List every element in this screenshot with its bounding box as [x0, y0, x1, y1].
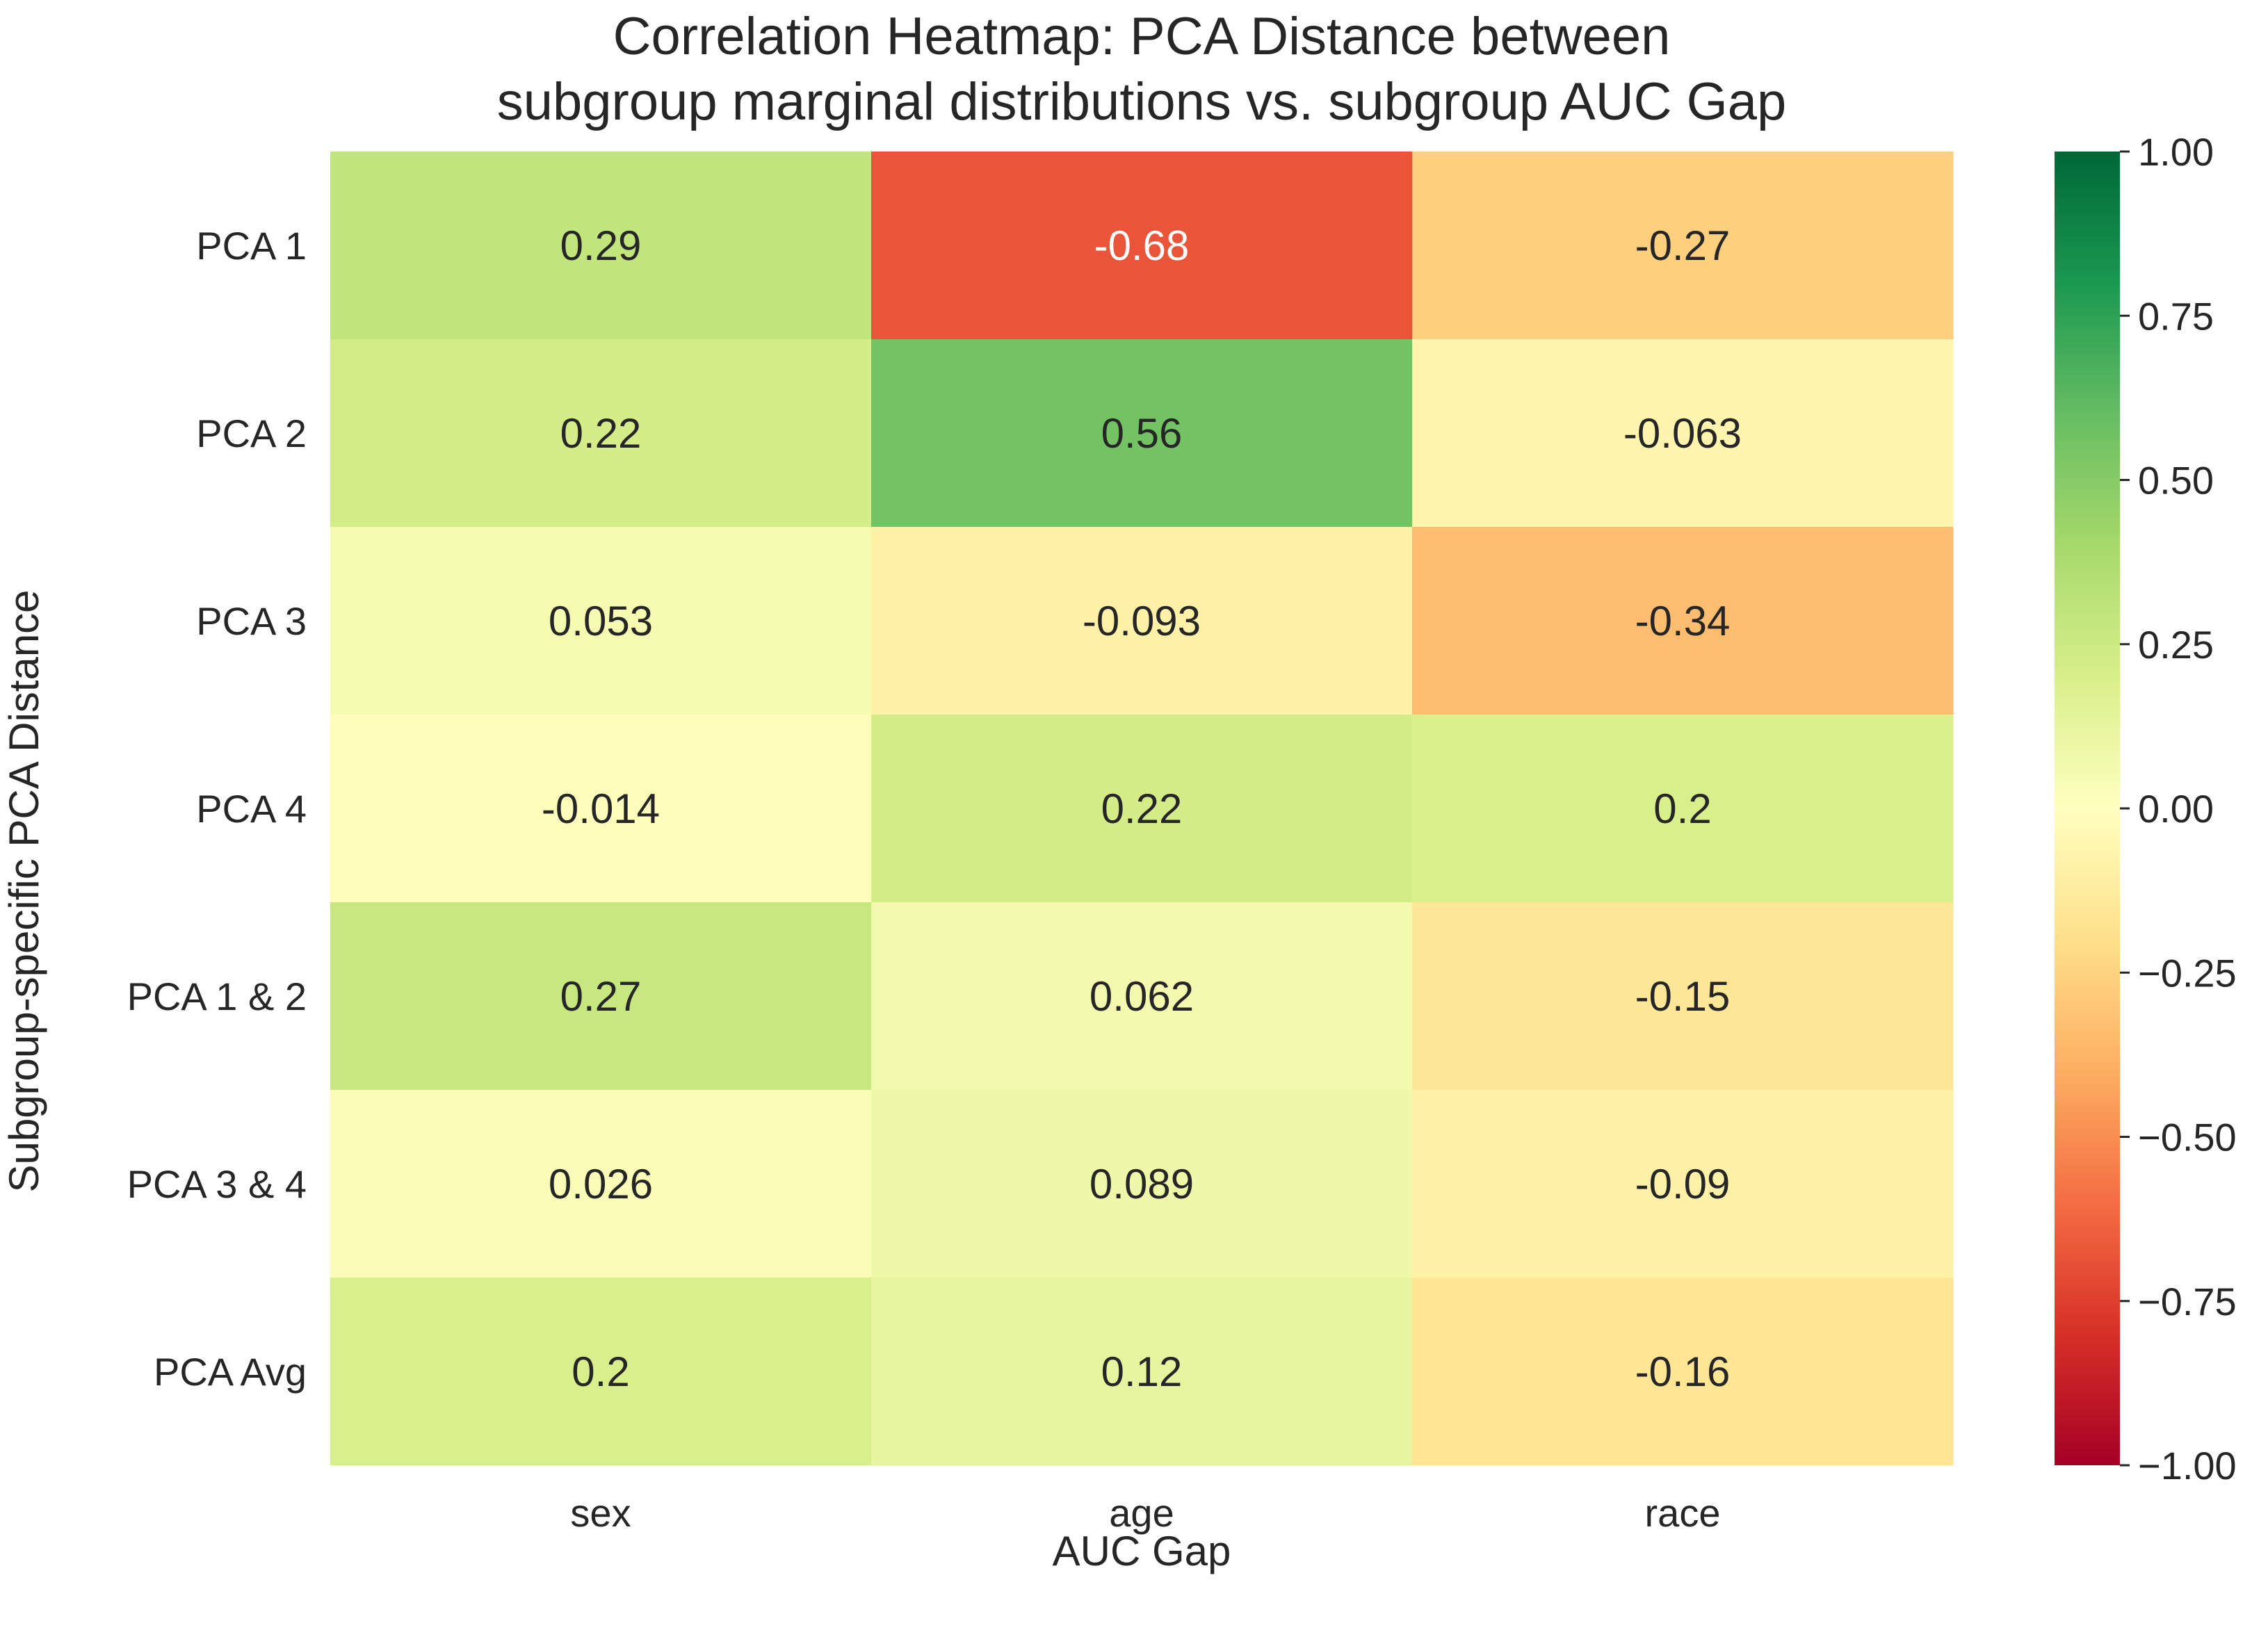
y-tick-label: PCA 3 [196, 599, 307, 643]
cell-value-label: 0.2 [1653, 785, 1711, 832]
heatmap-cell [871, 1090, 1413, 1278]
colorbar-tick-label: 1.00 [2138, 130, 2214, 174]
cell-value-label: 0.053 [549, 598, 653, 644]
colorbar-tick-label: 0.75 [2138, 294, 2214, 338]
heatmap-cell [1412, 339, 1954, 528]
cell-value-label: -0.093 [1083, 598, 1201, 644]
cell-value-label: -0.27 [1635, 222, 1731, 269]
colorbar-tick-label: −0.25 [2138, 951, 2237, 995]
heatmap-cell [1412, 715, 1954, 903]
y-tick-label: PCA Avg [154, 1350, 307, 1394]
colorbar-tick-label: 0.25 [2138, 623, 2214, 667]
heatmap-cell [330, 527, 872, 715]
cell-value-label: 0.29 [560, 222, 642, 269]
cell-value-label: -0.16 [1635, 1348, 1731, 1395]
heatmap-cell [330, 902, 872, 1091]
cell-value-label: 0.22 [1101, 785, 1183, 832]
cell-value-label: 0.56 [1101, 410, 1183, 457]
chart-title: Correlation Heatmap: PCA Distance betwee… [497, 7, 1787, 131]
cell-value-label: -0.014 [542, 785, 660, 832]
heatmap-cell [871, 152, 1413, 340]
colorbar-tick-label: 0.50 [2138, 459, 2214, 503]
heatmap-cell [1412, 1090, 1954, 1278]
heatmap-cell [871, 339, 1413, 528]
heatmap-cell [871, 902, 1413, 1091]
x-axis-label: AUC Gap [1053, 1528, 1231, 1574]
cell-value-label: -0.34 [1635, 598, 1731, 644]
colorbar-tick-label: −1.00 [2138, 1444, 2237, 1488]
heatmap-cell [1412, 527, 1954, 715]
y-tick-labels: PCA 1 PCA 2 PCA 3 PCA 4 PCA 1 & 2 PCA 3 & 4 PC… [127, 224, 307, 1394]
x-tick-label: sex [570, 1491, 631, 1535]
heatmap-cell [330, 152, 872, 340]
cell-value-label: 0.22 [560, 410, 642, 457]
colorbar-gradient [2055, 152, 2120, 1465]
heatmap-cell [1412, 152, 1954, 340]
y-tick-label: PCA 3 & 4 [127, 1162, 307, 1206]
cell-value-label: 0.27 [560, 973, 642, 1020]
heatmap-cell [871, 1278, 1413, 1466]
colorbar-tick-label: −0.75 [2138, 1280, 2237, 1323]
heatmap-cell [330, 339, 872, 528]
cell-value-label: 0.12 [1101, 1348, 1183, 1395]
cell-value-label: 0.026 [549, 1161, 653, 1207]
cell-value-label: -0.09 [1635, 1161, 1731, 1207]
colorbar: 1.00 0.75 0.50 0.25 0.00 −0.25 −0.50 −0.75 −1.00 [2055, 130, 2237, 1488]
y-axis-label: Subgroup-specific PCA Distance [1, 589, 47, 1192]
y-tick-label: PCA 1 & 2 [127, 975, 307, 1018]
colorbar-tick-label: 0.00 [2138, 787, 2214, 831]
chart-title-line-1: Correlation Heatmap: PCA Distance betwee… [613, 7, 1671, 66]
x-tick-labels: sex age race [570, 1491, 1720, 1535]
y-tick-label: PCA 4 [196, 787, 307, 831]
colorbar-tick-label: −0.50 [2138, 1116, 2237, 1159]
heatmap-cell [871, 527, 1413, 715]
y-tick-label: PCA 1 [196, 224, 307, 268]
x-tick-label: race [1645, 1491, 1721, 1535]
cell-value-label: 0.062 [1090, 973, 1194, 1020]
heatmap-cell [871, 715, 1413, 903]
x-tick-label: age [1109, 1491, 1174, 1535]
heatmap-cell [330, 1090, 872, 1278]
cell-value-label: -0.15 [1635, 973, 1731, 1020]
y-tick-label: PCA 2 [196, 411, 307, 455]
heatmap-cells: 0.29 -0.68 -0.27 0.22 0.56 -0.063 0.053 -0.093 -… [330, 152, 1954, 1466]
chart-title-line-2: subgroup marginal distributions vs. subg… [497, 72, 1787, 131]
heatmap-cell [330, 1278, 872, 1466]
cell-value-label: -0.68 [1094, 222, 1190, 269]
cell-value-label: -0.063 [1623, 410, 1742, 457]
cell-value-label: 0.089 [1090, 1161, 1194, 1207]
cell-value-label: 0.2 [572, 1348, 629, 1395]
heatmap-cell [330, 715, 872, 903]
heatmap-cell [1412, 902, 1954, 1091]
heatmap-cell [1412, 1278, 1954, 1466]
